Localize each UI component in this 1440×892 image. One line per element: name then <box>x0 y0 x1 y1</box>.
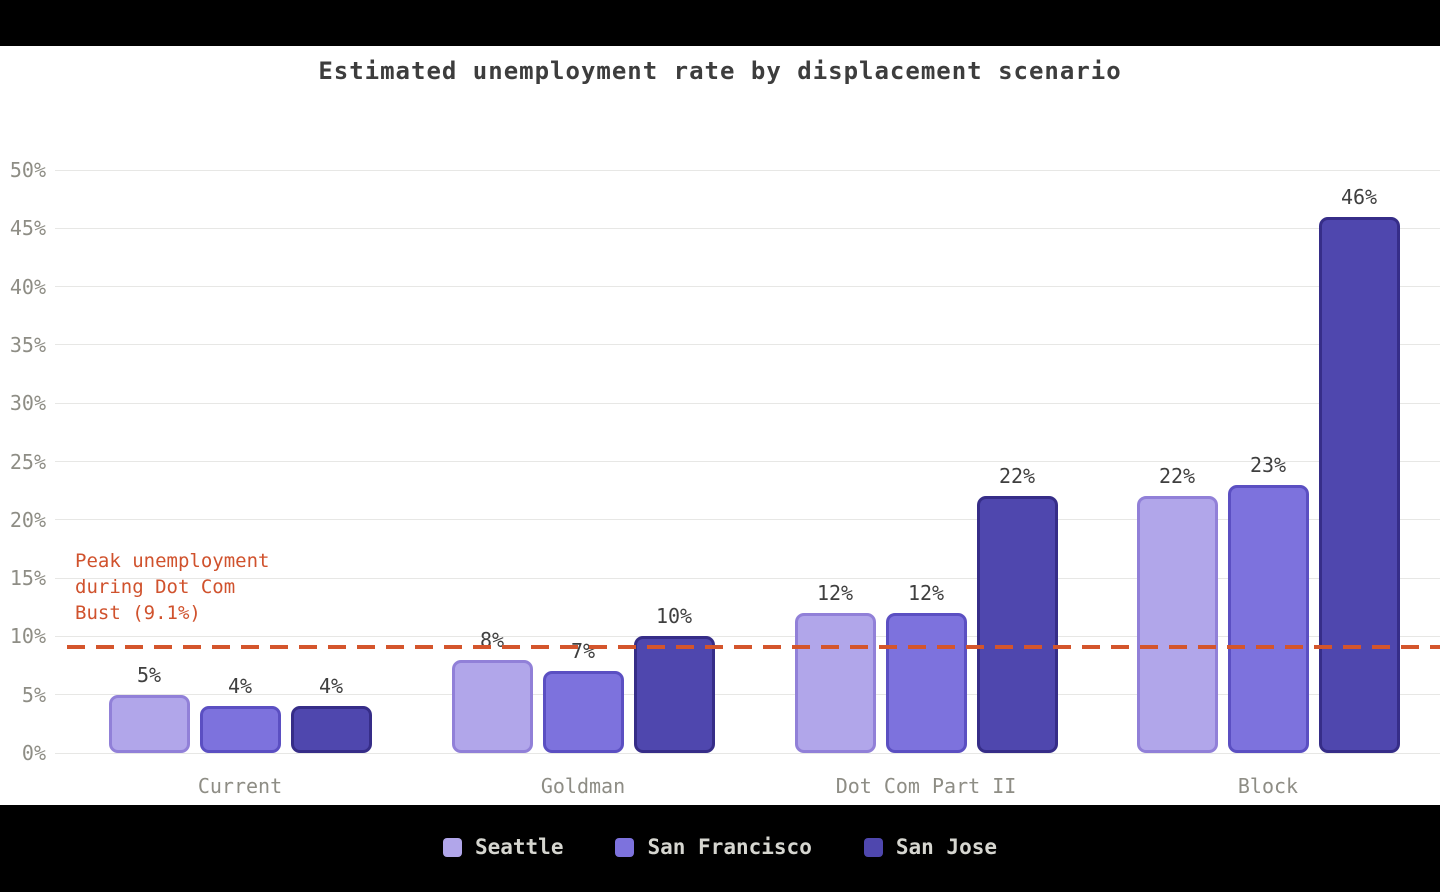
category-label-3: Block <box>1237 774 1299 798</box>
y-tick-label: 25% <box>9 449 46 474</box>
bar-san-francisco-3[interactable] <box>1227 484 1309 753</box>
legend-label: Seattle <box>474 834 564 859</box>
gridline <box>55 752 1440 754</box>
bar-san-francisco-1[interactable] <box>542 671 624 753</box>
reference-line <box>67 644 1440 649</box>
bar-value-label: 12% <box>907 581 945 606</box>
bar-value-label: 10% <box>655 604 693 629</box>
legend-item-san-jose[interactable]: San Jose <box>863 834 998 859</box>
y-tick-label: 20% <box>9 507 46 532</box>
gridline <box>55 344 1440 346</box>
legend-item-san-francisco[interactable]: San Francisco <box>615 834 812 859</box>
bar-seattle-0[interactable] <box>108 694 190 753</box>
bar-value-label: 46% <box>1340 184 1378 209</box>
y-tick-label: 5% <box>21 682 46 707</box>
y-tick-label: 35% <box>9 332 46 357</box>
gridline <box>55 577 1440 579</box>
bar-value-label: 4% <box>227 674 253 699</box>
bar-value-label: 22% <box>1158 464 1196 489</box>
y-tick-label: 40% <box>9 274 46 299</box>
gridline <box>55 227 1440 229</box>
category-label-1: Goldman <box>540 774 626 798</box>
legend-swatch-icon <box>863 837 883 857</box>
legend-label: San Jose <box>895 834 998 859</box>
gridline <box>55 286 1440 288</box>
gridline <box>55 461 1440 462</box>
bar-seattle-3[interactable] <box>1136 496 1218 753</box>
legend: Seattle San Francisco San Jose <box>0 825 1440 869</box>
bar-san-jose-0[interactable] <box>290 706 372 753</box>
reference-line-label: Peak unemployment during Dot Com Bust (9… <box>75 550 270 624</box>
legend-label: San Francisco <box>647 834 812 859</box>
gridline <box>55 635 1440 637</box>
y-tick-label: 0% <box>21 741 46 765</box>
legend-swatch-icon <box>442 837 462 857</box>
bar-value-label: 7% <box>570 639 596 664</box>
gridline <box>55 694 1440 696</box>
bar-san-francisco-2[interactable] <box>885 613 967 753</box>
gridline <box>55 402 1440 404</box>
bar-value-label: 12% <box>816 581 854 606</box>
y-tick-label: 50% <box>9 158 46 182</box>
category-label-0: Current <box>197 774 283 798</box>
y-tick-label: 30% <box>9 391 46 416</box>
y-tick-label: 10% <box>9 624 46 649</box>
y-tick-label: 45% <box>9 216 46 241</box>
legend-item-seattle[interactable]: Seattle <box>442 834 564 859</box>
bar-san-jose-3[interactable] <box>1318 216 1400 753</box>
bar-value-label: 5% <box>136 662 162 687</box>
bar-seattle-1[interactable] <box>451 659 533 753</box>
legend-swatch-icon <box>615 837 635 857</box>
y-tick-label: 15% <box>9 566 46 591</box>
chart-title: Estimated unemployment rate by displacem… <box>318 57 1122 85</box>
bar-san-francisco-0[interactable] <box>199 706 281 753</box>
gridline <box>55 169 1440 171</box>
gridline <box>55 519 1440 521</box>
bar-seattle-2[interactable] <box>794 613 876 753</box>
bar-value-label: 4% <box>318 674 344 699</box>
bar-value-label: 23% <box>1249 452 1287 477</box>
category-label-2: Dot Com Part II <box>835 774 1017 798</box>
bar-san-jose-1[interactable] <box>633 636 715 753</box>
bar-san-jose-2[interactable] <box>976 496 1058 753</box>
bar-value-label: 22% <box>998 464 1036 489</box>
